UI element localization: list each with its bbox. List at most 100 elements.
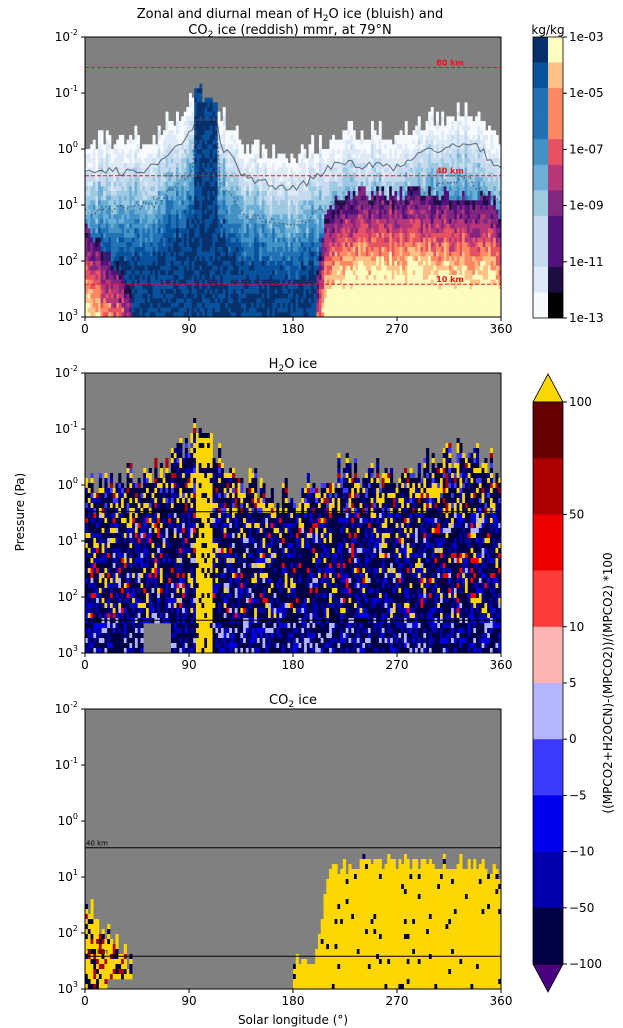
mmr-cell (321, 293, 325, 299)
mmr-cell (186, 247, 190, 252)
mmr-cell (98, 177, 101, 182)
mmr-cell (365, 205, 369, 210)
mmr-cell (228, 251, 231, 257)
mmr-cell (280, 237, 283, 243)
mmr-cell (139, 209, 143, 215)
mmr-cell (246, 219, 250, 224)
mmr-cell (241, 289, 244, 294)
mmr-cell (332, 214, 335, 220)
mmr-cell (124, 289, 127, 294)
mmr-cell (342, 261, 346, 266)
mmr-cell (363, 195, 367, 201)
mmr-cell (321, 186, 325, 192)
mmr-cell (189, 247, 192, 252)
mmr-cell (202, 219, 205, 224)
mmr-cell (363, 219, 367, 224)
mmr-cell (181, 163, 185, 168)
mmr-cell (272, 223, 276, 229)
mmr-cell (248, 223, 252, 229)
mmr-cell (261, 298, 265, 304)
mmr-cell (371, 214, 374, 220)
mmr-cell (92, 158, 96, 164)
mmr-cell (222, 200, 226, 206)
mmr-cell (212, 228, 216, 234)
mmr-cell (264, 298, 268, 304)
mmr-cell (334, 293, 338, 299)
mmr-cell (339, 158, 343, 164)
mmr-cell (196, 256, 200, 262)
mmr-cell (256, 298, 260, 304)
mmr-cell (176, 125, 179, 131)
mmr-cell (267, 228, 270, 234)
mmr-cell (376, 293, 380, 299)
mmr-cell (376, 153, 380, 159)
mmr-cell (378, 149, 382, 154)
mmr-cell (121, 228, 125, 234)
mmr-cell (352, 312, 356, 317)
mmr-cell (111, 195, 114, 201)
mmr-cell (113, 191, 117, 196)
mmr-cell (241, 293, 244, 299)
mmr-cell (217, 228, 221, 234)
mmr-cell (121, 289, 125, 294)
mmr-cell (215, 293, 218, 299)
mmr-cell (225, 275, 229, 280)
mmr-cell (202, 195, 205, 201)
mmr-cell (274, 228, 278, 234)
mmr-cell (168, 167, 172, 173)
mmr-cell (131, 251, 135, 257)
mmr-cell (311, 205, 315, 210)
mmr-cell (155, 298, 159, 304)
mmr-cell (111, 219, 114, 224)
mmr-cell (365, 195, 369, 201)
mmr-cell (261, 191, 265, 196)
mmr-cell (316, 270, 320, 276)
mmr-cell (334, 242, 338, 248)
mmr-cell (311, 209, 315, 215)
mmr-cell (191, 242, 195, 248)
mmr-cell (355, 195, 359, 201)
mmr-cell (199, 107, 203, 112)
mmr-cell (313, 293, 317, 299)
mmr-cell (222, 135, 226, 140)
mmr-cell (235, 172, 239, 178)
mmr-cell (173, 256, 177, 262)
mmr-cell (376, 228, 380, 234)
mmr-cell (139, 200, 143, 206)
mmr-cell (163, 139, 166, 145)
mmr-cell (194, 219, 198, 224)
mmr-cell (334, 191, 338, 196)
mmr-cell (410, 247, 413, 252)
mmr-cell (329, 158, 333, 164)
mmr-cell (391, 307, 395, 313)
mmr-cell (261, 265, 265, 271)
mmr-cell (199, 251, 203, 257)
mmr-cell (391, 242, 395, 248)
mmr-cell (360, 247, 364, 252)
mmr-cell (100, 139, 104, 145)
mmr-cell (334, 289, 338, 294)
mmr-cell (196, 279, 200, 285)
mmr-cell (165, 191, 169, 196)
mmr-cell (391, 289, 395, 294)
mmr-cell (207, 242, 211, 248)
mmr-cell (183, 172, 187, 178)
mmr-cell (209, 275, 213, 280)
mmr-cell (303, 163, 307, 168)
mmr-cell (248, 209, 252, 215)
mmr-cell (108, 200, 112, 206)
mmr-cell (163, 167, 166, 173)
mmr-cell (144, 144, 148, 150)
mmr-cell (324, 158, 328, 164)
mmr-cell (220, 200, 224, 206)
mmr-cell (189, 186, 192, 192)
mmr-cell (368, 307, 372, 313)
mmr-cell (150, 279, 153, 285)
mmr-cell (324, 275, 328, 280)
mmr-cell (326, 270, 330, 276)
mmr-cell (347, 135, 351, 140)
mmr-cell (105, 298, 109, 304)
mmr-cell (142, 177, 146, 182)
mmr-cell (152, 233, 156, 238)
mmr-cell (144, 214, 148, 220)
